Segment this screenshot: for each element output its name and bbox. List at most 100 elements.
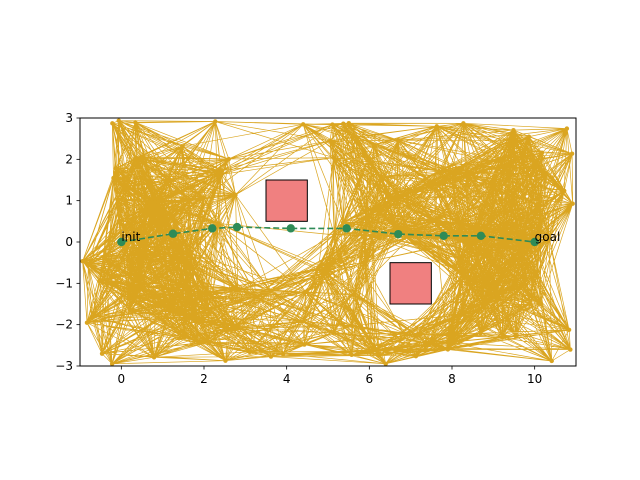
roadmap-node bbox=[539, 150, 545, 155]
roadmap-node bbox=[564, 126, 570, 131]
roadmap-node bbox=[323, 265, 328, 270]
x-tick-label: 0 bbox=[118, 372, 126, 386]
roadmap-node bbox=[86, 262, 91, 267]
roadmap-node bbox=[511, 132, 517, 138]
roadmap-node bbox=[370, 233, 376, 239]
roadmap-node bbox=[128, 265, 133, 271]
roadmap-node bbox=[396, 138, 401, 143]
roadmap-node bbox=[466, 238, 471, 243]
roadmap-node bbox=[180, 144, 185, 149]
roadmap-node bbox=[469, 236, 475, 242]
roadmap-node bbox=[340, 220, 346, 225]
roadmap-node bbox=[528, 301, 533, 307]
roadmap-node bbox=[351, 292, 356, 297]
roadmap-node bbox=[122, 184, 128, 190]
roadmap-node bbox=[516, 248, 522, 254]
path-point bbox=[476, 231, 486, 240]
roadmap-node bbox=[127, 308, 133, 313]
roadmap-node bbox=[349, 352, 354, 358]
roadmap-node bbox=[268, 354, 274, 359]
roadmap-node bbox=[346, 121, 352, 126]
roadmap-node bbox=[109, 361, 115, 366]
roadmap-node bbox=[464, 171, 470, 177]
obstacle-2 bbox=[389, 262, 432, 305]
roadmap-node bbox=[331, 330, 337, 335]
roadmap-node bbox=[144, 204, 149, 210]
roadmap-node bbox=[538, 301, 543, 306]
y-tick-label: 1 bbox=[65, 194, 73, 208]
roadmap-node bbox=[513, 333, 519, 339]
roadmap-node bbox=[233, 192, 238, 198]
roadmap-node bbox=[456, 256, 462, 261]
roadmap-node bbox=[377, 353, 382, 358]
roadmap-node bbox=[216, 221, 221, 226]
roadmap-node bbox=[151, 355, 157, 360]
y-tick-label: −3 bbox=[55, 359, 73, 373]
roadmap-node bbox=[456, 220, 462, 226]
roadmap-node bbox=[398, 194, 404, 200]
roadmap-node bbox=[538, 225, 543, 230]
annotation-init: init bbox=[121, 230, 140, 244]
roadmap-node bbox=[302, 342, 307, 347]
obstacle-1 bbox=[265, 179, 308, 222]
roadmap-node bbox=[497, 156, 503, 161]
y-tick-label: 3 bbox=[65, 111, 73, 125]
roadmap-node bbox=[494, 292, 500, 298]
annotation-goal: goal bbox=[535, 230, 561, 244]
roadmap-node bbox=[483, 229, 488, 234]
roadmap-node bbox=[169, 308, 175, 313]
path-point bbox=[286, 224, 295, 233]
path-point bbox=[394, 229, 403, 239]
roadmap-node bbox=[332, 232, 337, 238]
x-tick-label: 10 bbox=[527, 372, 542, 386]
roadmap-node bbox=[254, 294, 259, 299]
roadmap-node bbox=[520, 245, 525, 251]
roadmap-node bbox=[459, 312, 464, 317]
x-tick-label: 6 bbox=[366, 372, 374, 386]
roadmap-node bbox=[480, 253, 486, 258]
roadmap-node bbox=[182, 314, 188, 319]
roadmap-node bbox=[362, 260, 367, 265]
roadmap-node bbox=[535, 273, 540, 278]
roadmap-node bbox=[219, 168, 224, 173]
x-axis-ticks: 0 2 4 6 8 10 bbox=[118, 366, 542, 386]
roadmap-node bbox=[223, 358, 228, 363]
roadmap-node bbox=[126, 295, 131, 301]
roadmap-node bbox=[188, 298, 193, 303]
roadmap-node bbox=[104, 278, 110, 283]
roadmap-node bbox=[566, 327, 572, 333]
roadmap-node bbox=[331, 155, 336, 160]
roadmap-node bbox=[213, 119, 218, 124]
roadmap-node bbox=[139, 154, 144, 159]
roadmap-node bbox=[139, 241, 144, 246]
roadmap-node bbox=[503, 237, 508, 243]
path-point bbox=[208, 224, 217, 233]
roadmap-node bbox=[206, 306, 211, 311]
y-tick-label: −1 bbox=[55, 276, 73, 290]
roadmap-node bbox=[390, 195, 395, 201]
roadmap-node bbox=[165, 177, 171, 183]
roadmap-node bbox=[268, 288, 273, 294]
y-tick-label: 2 bbox=[65, 152, 73, 166]
roadmap-node bbox=[113, 165, 119, 171]
path-point bbox=[117, 237, 126, 247]
roadmap-node bbox=[89, 314, 95, 320]
roadmap-node bbox=[187, 198, 192, 203]
roadmap-node bbox=[478, 331, 483, 336]
roadmap-node bbox=[178, 249, 183, 254]
roadmap-node bbox=[280, 351, 286, 357]
path-point bbox=[232, 222, 242, 232]
roadmap-node bbox=[116, 219, 121, 224]
roadmap-node bbox=[201, 195, 206, 200]
roadmap-node bbox=[204, 290, 210, 295]
roadmap-node bbox=[511, 127, 516, 133]
roadmap-node bbox=[327, 138, 333, 143]
roadmap-node bbox=[183, 258, 188, 263]
path-layer bbox=[117, 222, 539, 247]
roadmap-node bbox=[432, 218, 438, 224]
roadmap-node bbox=[562, 188, 567, 193]
roadmap-node bbox=[549, 358, 554, 364]
roadmap-node bbox=[372, 347, 377, 352]
roadmap-node bbox=[376, 211, 382, 216]
roadmap-node bbox=[247, 349, 252, 355]
